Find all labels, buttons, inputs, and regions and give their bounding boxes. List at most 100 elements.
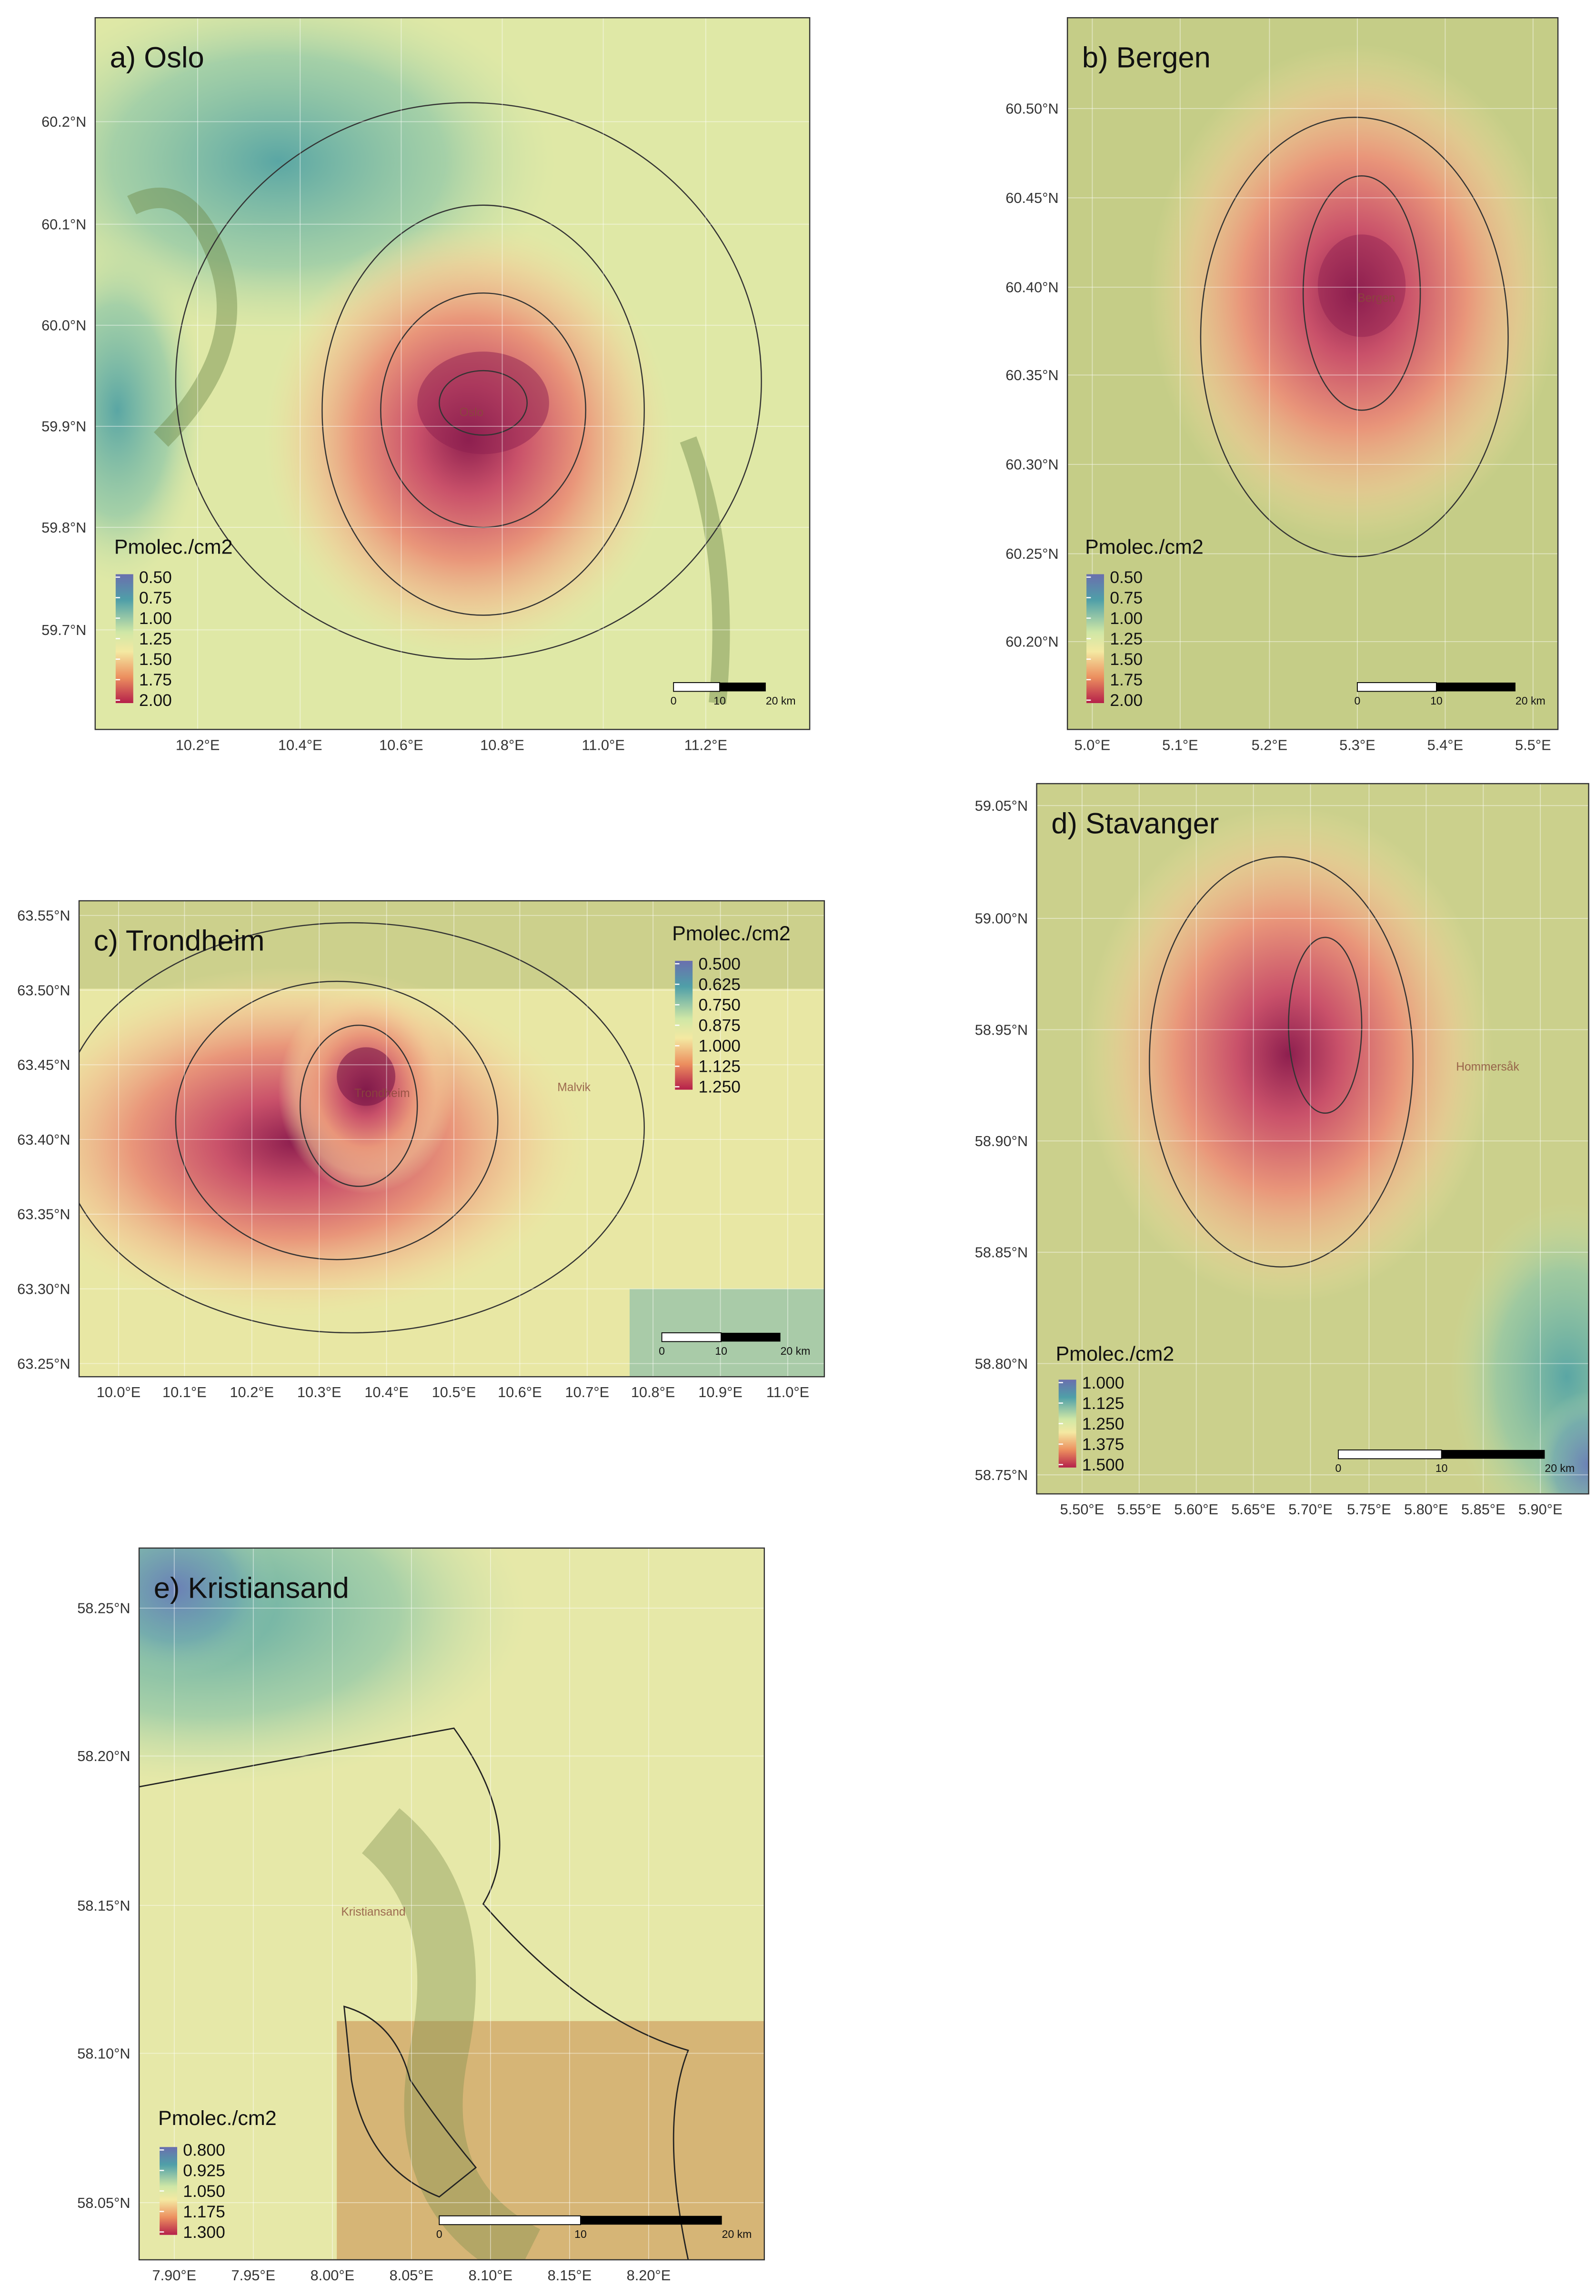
legend-label: 1.125	[1082, 1394, 1124, 1413]
legend-label: 0.625	[698, 976, 740, 994]
place-label: Trondheim	[354, 1087, 410, 1100]
lat-tick-label: 60.30°N	[1005, 456, 1058, 473]
place-label: Hommersåk	[1456, 1061, 1519, 1074]
legend-label: 1.00	[139, 609, 172, 628]
legend-title: Pmolec./cm2	[158, 2107, 277, 2130]
lat-tick-label: 60.45°N	[1005, 190, 1058, 206]
lon-tick-label: 10.1°E	[162, 1384, 207, 1400]
lat-tick-label: 58.90°N	[975, 1133, 1028, 1149]
map-frame	[1036, 783, 1589, 1495]
scale-bar-white	[1356, 682, 1437, 692]
lon-tick-label: 11.0°E	[766, 1384, 809, 1400]
map-frame	[94, 17, 811, 730]
lat-tick-label: 63.55°N	[17, 907, 70, 924]
legend-label: 0.75	[1110, 589, 1143, 607]
lat-tick-label: 63.40°N	[17, 1131, 70, 1148]
lon-tick-label: 7.95°E	[231, 2267, 276, 2284]
lon-tick-label: 10.0°E	[97, 1384, 141, 1400]
scale-bar-label: 0	[1354, 695, 1360, 707]
scale-bar-label: 20 km	[1545, 1462, 1575, 1474]
lon-tick-label: 10.6°E	[498, 1384, 542, 1400]
lon-tick-label: 10.2°E	[230, 1384, 274, 1400]
legend-label: 1.50	[1110, 650, 1143, 669]
lat-tick-label: 60.40°N	[1005, 279, 1058, 296]
lon-tick-label: 11.0°E	[582, 736, 624, 753]
lat-tick-label: 59.00°N	[975, 910, 1028, 927]
scale-bar-white	[673, 682, 720, 692]
scale-bar-label: 20 km	[766, 695, 796, 707]
legend-label: 1.000	[1082, 1374, 1124, 1392]
lon-tick-label: 10.8°E	[631, 1384, 675, 1400]
legend-label: 1.00	[1110, 609, 1143, 628]
legend-label: 1.000	[698, 1037, 740, 1056]
panel-title: a) Oslo	[110, 41, 204, 74]
lat-tick-label: 63.35°N	[17, 1206, 70, 1223]
panel-title: e) Kristiansand	[154, 1571, 349, 1604]
map-frame	[78, 900, 825, 1378]
lat-tick-label: 58.75°N	[975, 1467, 1028, 1483]
legend-label: 1.250	[698, 1078, 740, 1097]
panel-title: c) Trondheim	[94, 925, 265, 957]
legend-label: 2.00	[1110, 691, 1143, 710]
lon-tick-label: 5.70°E	[1288, 1501, 1333, 1518]
lat-tick-label: 58.80°N	[975, 1355, 1028, 1372]
lat-tick-label: 63.50°N	[17, 982, 70, 998]
legend-title: Pmolec./cm2	[1085, 535, 1204, 558]
scale-bar-label: 10	[715, 1345, 727, 1357]
lon-tick-label: 10.5°E	[432, 1384, 476, 1400]
lon-tick-label: 5.2°E	[1252, 736, 1288, 753]
lat-tick-label: 60.0°N	[41, 317, 86, 334]
legend-label: 1.300	[183, 2223, 225, 2242]
lon-tick-label: 8.20°E	[627, 2267, 671, 2284]
lon-tick-label: 8.00°E	[311, 2267, 355, 2284]
lat-tick-label: 63.25°N	[17, 1355, 70, 1372]
legend-label: 1.75	[1110, 671, 1143, 689]
legend-label: 0.925	[183, 2162, 225, 2180]
scale-bar-label: 10	[713, 695, 726, 707]
lon-tick-label: 5.4°E	[1427, 736, 1464, 753]
scale-bar-label: 0	[436, 2228, 442, 2240]
map-trondheim	[79, 901, 824, 1377]
lat-tick-label: 58.95°N	[975, 1021, 1028, 1038]
map-stavanger	[1036, 784, 1589, 1494]
legend-label: 1.25	[139, 630, 172, 648]
scale-bar-label: 10	[1430, 695, 1443, 707]
place-label: Oslo	[460, 406, 484, 419]
lon-tick-label: 5.75°E	[1347, 1501, 1391, 1518]
lon-tick-label: 10.2°E	[176, 736, 220, 753]
scale-bar-label: 20 km	[1516, 695, 1546, 707]
lon-tick-label: 8.15°E	[548, 2267, 592, 2284]
lon-tick-label: 5.65°E	[1231, 1501, 1275, 1518]
lon-tick-label: 5.3°E	[1339, 736, 1375, 753]
lat-tick-label: 60.2°N	[41, 113, 86, 130]
legend-label: 1.375	[1082, 1435, 1124, 1454]
panel-title: b) Bergen	[1082, 41, 1211, 74]
panel-title: d) Stavanger	[1051, 807, 1219, 840]
lat-tick-label: 59.7°N	[41, 622, 86, 638]
legend-title: Pmolec./cm2	[672, 922, 791, 945]
legend-label: 1.125	[698, 1057, 740, 1076]
lon-tick-label: 11.2°E	[684, 736, 727, 753]
lon-tick-label: 5.60°E	[1174, 1501, 1218, 1518]
scale-bar-white	[661, 1332, 722, 1342]
lon-tick-label: 8.05°E	[390, 2267, 434, 2284]
lon-tick-label: 10.7°E	[565, 1384, 609, 1400]
lon-tick-label: 10.8°E	[480, 736, 524, 753]
legend-label: 0.750	[698, 996, 740, 1015]
map-frame	[1066, 17, 1559, 730]
lat-tick-label: 58.05°N	[77, 2195, 130, 2211]
legend-label: 1.25	[1110, 630, 1143, 648]
lat-tick-label: 58.15°N	[77, 1897, 130, 1914]
legend-label: 1.500	[1082, 1456, 1124, 1474]
place-label: Kristiansand	[341, 1906, 405, 1919]
lon-tick-label: 7.90°E	[152, 2267, 197, 2284]
lat-tick-label: 59.05°N	[975, 797, 1028, 814]
annotations: 60.2°N 60.1°N 60.0°N 59.9°N 59.8°N 59.7°N 10.2…	[17, 17, 1589, 2284]
map-kristiansand	[139, 1548, 764, 2260]
lat-tick-label: 60.20°N	[1005, 634, 1058, 650]
lon-tick-label: 10.4°E	[278, 736, 322, 753]
legend-label: 0.50	[1110, 568, 1143, 587]
lon-tick-label: 10.9°E	[698, 1384, 743, 1400]
lat-tick-label: 58.20°N	[77, 1748, 130, 1764]
